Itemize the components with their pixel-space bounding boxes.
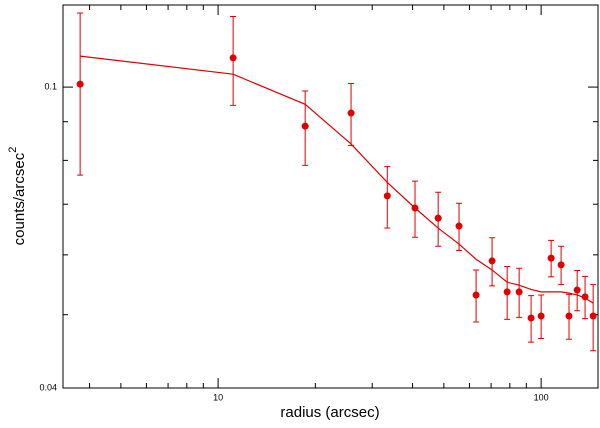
data-point [573,286,581,294]
x-tick-label: 100 [534,392,549,402]
data-point [581,293,589,301]
data-point [557,261,565,269]
y-tick-label: 0.1 [44,81,57,91]
data-point [589,312,597,320]
data-point [76,80,84,88]
data-point [383,192,391,200]
y-axis-label-text: counts/arcsec [11,152,28,245]
data-point [565,312,573,320]
plot-frame [62,4,599,389]
data-point [488,257,496,265]
y-axis-label-sup: 2 [7,147,19,153]
error-bar [77,12,84,176]
y-axis-label: counts/arcsec2 [7,147,28,246]
data-point [301,122,309,130]
data-point [527,314,535,322]
data-point [547,254,555,262]
data-point [537,312,545,320]
data-point [347,109,355,117]
data-point [472,291,480,299]
data-point [229,54,237,62]
data-point [455,222,463,230]
data-point [434,214,442,222]
data-point [515,288,523,296]
model-line [80,55,594,304]
x-tick-label: 10 [213,392,223,402]
x-axis-label: radius (arcsec) [280,404,379,421]
data-point [411,204,419,212]
data-point [503,288,511,296]
y-tick-label: 0.04 [39,382,57,392]
